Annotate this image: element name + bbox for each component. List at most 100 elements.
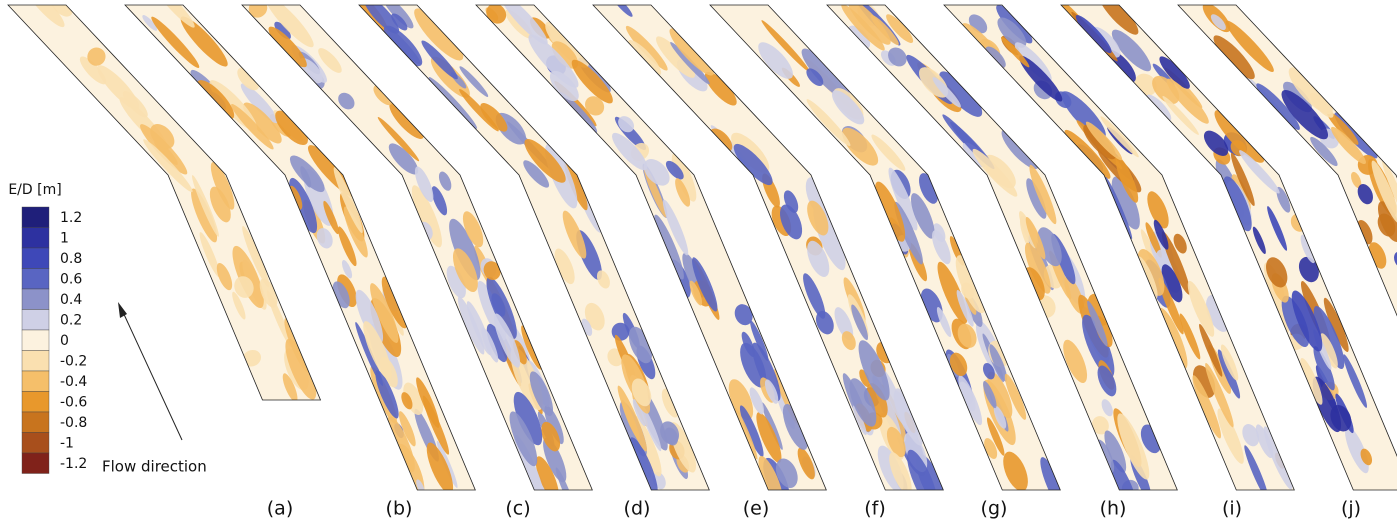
contour-blob (1145, 222, 1162, 258)
colorbar-cell (21, 432, 50, 454)
contour-blob (431, 186, 448, 216)
strip (359, 5, 710, 490)
contour-blob (932, 77, 961, 108)
contour-blob (664, 427, 679, 446)
contour-blob (528, 34, 579, 88)
contour-blob (1097, 365, 1117, 397)
strip (593, 5, 944, 490)
contour-blob (1000, 36, 1030, 68)
contour-blob (1223, 176, 1252, 232)
contour-blob (662, 199, 689, 256)
contour-blob (323, 200, 339, 235)
contour-blob (656, 36, 696, 78)
contour-blob (426, 442, 454, 490)
contour-blob (739, 405, 764, 457)
contour-blob (993, 405, 1007, 429)
contour-blob (150, 123, 175, 149)
contour-blob (355, 289, 384, 344)
contour-blob (758, 455, 783, 490)
contour-blob (275, 110, 308, 146)
contour-blob (199, 232, 221, 278)
contour-blob (428, 77, 478, 129)
contour-blob (523, 160, 550, 188)
contour-blob (416, 479, 425, 490)
contour-blob (761, 402, 783, 450)
contour-blob (411, 185, 442, 248)
panel-label: (g) (981, 498, 1008, 520)
contour-blob (847, 25, 871, 50)
contour-blob (851, 304, 869, 341)
contour-blob (289, 185, 303, 210)
contour-blob (1158, 277, 1184, 335)
contour-blob (421, 40, 458, 80)
contour-blob (831, 90, 865, 125)
contour-blob (151, 16, 200, 68)
contour-blob (1117, 413, 1150, 480)
contour-blob (558, 92, 598, 133)
contour-blob (1153, 219, 1169, 250)
contour-blob (1239, 150, 1280, 194)
colorbar-label: 0.4 (60, 292, 82, 308)
contour-blob (643, 166, 667, 218)
arrow-head (118, 302, 127, 318)
contour-blob (403, 382, 424, 415)
contour-blob (1300, 357, 1323, 405)
contour-blob (1291, 290, 1323, 352)
strip (242, 5, 593, 490)
strip-outline (1060, 4, 1397, 491)
colorbar-label: 1 (60, 231, 69, 247)
contour-blob (398, 411, 416, 447)
contour-blob (401, 392, 413, 410)
contour-blob (870, 14, 899, 46)
contour-blob (1217, 408, 1244, 464)
contour-blob (232, 245, 264, 309)
contour-blob (1298, 256, 1319, 283)
contour-blob (806, 99, 851, 147)
contour-blob (956, 289, 974, 327)
contour-blob (639, 403, 662, 452)
contour-blob (1266, 257, 1288, 288)
contour-blob (1371, 160, 1397, 224)
contour-blob (1330, 405, 1352, 432)
panel-label: (e) (743, 498, 770, 520)
colorbar-title: E/D [m] (8, 182, 61, 198)
contour-blob (300, 166, 312, 188)
contour-blob (841, 331, 856, 351)
contour-blob (381, 276, 408, 329)
contour-blob (782, 404, 808, 450)
contour-blob (949, 352, 968, 377)
contour-blob (391, 13, 408, 31)
strips (7, 4, 1397, 491)
contour-blob (551, 41, 579, 69)
contour-blob (1331, 126, 1366, 165)
colorbar-cell (21, 452, 50, 474)
contour-blob (416, 377, 440, 428)
contour-blob (1004, 373, 1027, 420)
contour-blob (153, 5, 195, 28)
contour-blob (1377, 201, 1397, 242)
contour-blob (1162, 95, 1199, 135)
contour-blob (643, 159, 670, 186)
strip-outline (1177, 4, 1397, 317)
contour-blob (1276, 186, 1291, 213)
contour-blob (1242, 424, 1260, 447)
contour-blob (849, 378, 877, 427)
contour-blob (388, 143, 419, 175)
contour-blob (728, 379, 754, 421)
contour-blob (248, 5, 268, 18)
panel-label: (j) (1341, 498, 1361, 520)
contour-blob (209, 186, 231, 223)
contour-blob (815, 310, 834, 335)
contour-blob (1263, 426, 1293, 490)
colorbar-label: -0.8 (60, 415, 87, 431)
contour-blob (1026, 178, 1047, 219)
contour-blob (545, 21, 589, 68)
contour-blob (1323, 297, 1349, 353)
contour-blob (242, 349, 262, 367)
contour-blob (919, 173, 938, 204)
contour-blob (274, 21, 291, 40)
panel-label: (d) (624, 498, 651, 520)
contour-blob (801, 48, 851, 101)
contour-blob (462, 211, 484, 248)
contour-blob (524, 139, 566, 183)
